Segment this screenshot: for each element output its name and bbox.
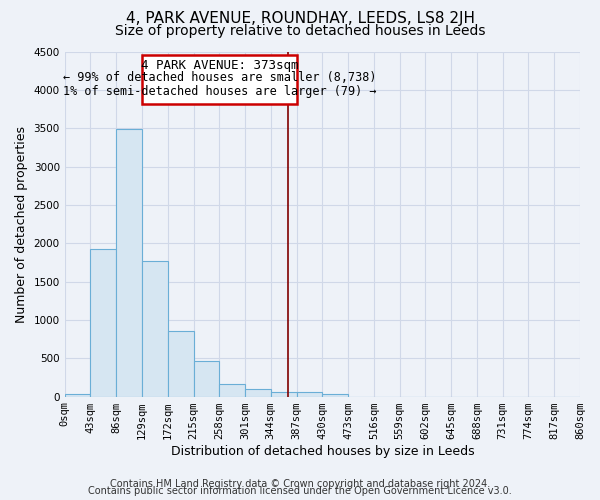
Bar: [116, 129, 142, 396]
Bar: [296, 392, 322, 396]
FancyBboxPatch shape: [142, 54, 296, 104]
Y-axis label: Number of detached properties: Number of detached properties: [15, 126, 28, 322]
Text: 4, PARK AVENUE, ROUNDHAY, LEEDS, LS8 2JH: 4, PARK AVENUE, ROUNDHAY, LEEDS, LS8 2JH: [125, 11, 475, 26]
Bar: [219, 384, 245, 396]
Bar: [193, 362, 219, 396]
Bar: [142, 261, 168, 396]
X-axis label: Distribution of detached houses by size in Leeds: Distribution of detached houses by size …: [170, 444, 474, 458]
Bar: [245, 390, 271, 396]
Bar: [168, 332, 193, 396]
Bar: [91, 248, 116, 396]
Text: ← 99% of detached houses are smaller (8,738): ← 99% of detached houses are smaller (8,…: [62, 72, 376, 85]
Text: Contains public sector information licensed under the Open Government Licence v3: Contains public sector information licen…: [88, 486, 512, 496]
Text: Contains HM Land Registry data © Crown copyright and database right 2024.: Contains HM Land Registry data © Crown c…: [110, 479, 490, 489]
Text: 1% of semi-detached houses are larger (79) →: 1% of semi-detached houses are larger (7…: [62, 85, 376, 98]
Text: Size of property relative to detached houses in Leeds: Size of property relative to detached ho…: [115, 24, 485, 38]
Bar: [271, 392, 296, 396]
Bar: [322, 394, 348, 396]
Bar: [65, 394, 91, 396]
Text: 4 PARK AVENUE: 373sqm: 4 PARK AVENUE: 373sqm: [140, 59, 298, 72]
